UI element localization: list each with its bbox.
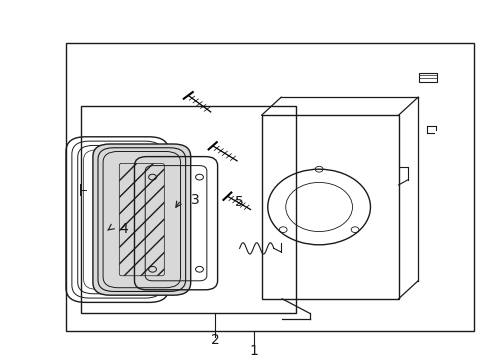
Text: 1: 1 — [249, 344, 258, 358]
Text: 2: 2 — [210, 333, 219, 347]
Bar — [261, 115, 398, 299]
Bar — [81, 106, 295, 313]
Text: 3: 3 — [190, 193, 199, 207]
Bar — [418, 73, 436, 82]
Text: 5: 5 — [234, 195, 243, 208]
Bar — [66, 43, 473, 331]
Text: 4: 4 — [120, 222, 128, 235]
FancyBboxPatch shape — [93, 144, 190, 295]
